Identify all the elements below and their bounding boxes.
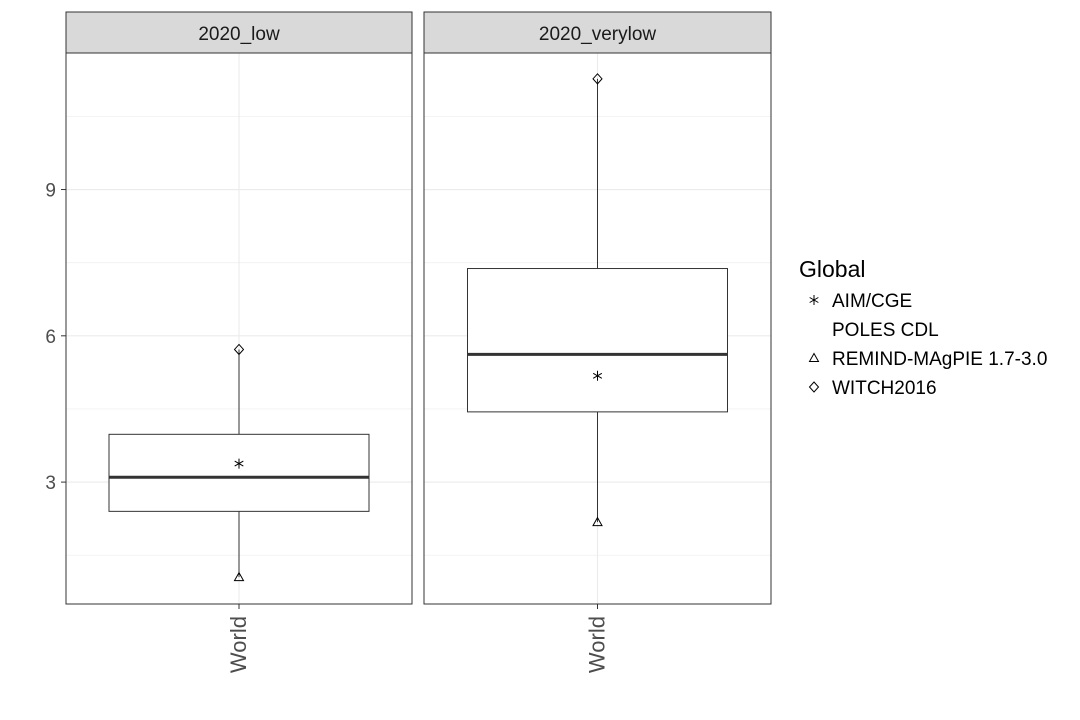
panel-strip-label: 2020_verylow <box>539 24 657 45</box>
y-tick-label: 3 <box>45 473 56 494</box>
x-tick-label: World <box>585 616 610 673</box>
data-point <box>233 343 245 356</box>
x-tick-label: World <box>226 616 251 673</box>
legend-entries: AIM/CGE POLES CDL REMIND-MAgPIE 1.7-3.0 WIT… <box>808 291 1047 399</box>
panel-2020_low: 2020_low World <box>65 11 413 673</box>
legend-entry: REMIND-MAgPIE 1.7-3.0 <box>808 349 1047 370</box>
legend-entry: POLES CDL <box>832 320 939 341</box>
y-tick-label: 6 <box>45 327 56 348</box>
y-tick-label: 9 <box>45 181 56 202</box>
legend-label: AIM/CGE <box>832 291 912 312</box>
y-axis: 3 6 9 <box>45 181 66 494</box>
diamond-legend-key <box>808 381 820 393</box>
legend-entry: WITCH2016 <box>808 378 937 399</box>
panel-strip <box>65 11 413 54</box>
panel-2020_verylow: 2020_verylow World <box>423 11 772 673</box>
legend-label: POLES CDL <box>832 320 939 341</box>
legend-entry: AIM/CGE <box>809 291 912 312</box>
data-point <box>592 73 603 85</box>
box <box>467 268 728 413</box>
data-point <box>592 516 603 527</box>
panel-strip <box>423 11 772 54</box>
panels: 2020_low World 2020_verylow World <box>65 11 772 673</box>
panel-strip-label: 2020_low <box>198 24 280 45</box>
legend-label: REMIND-MAgPIE 1.7-3.0 <box>832 349 1047 370</box>
data-point <box>592 370 603 381</box>
triangle-legend-key <box>808 352 820 362</box>
asterisk-legend-key <box>809 295 819 305</box>
box <box>108 433 370 512</box>
legend: Global AIM/CGE POLES CDL REMIND-MAgPIE 1.7… <box>799 256 1047 399</box>
data-point <box>234 458 244 469</box>
legend-title: Global <box>799 256 865 282</box>
legend-label: WITCH2016 <box>832 378 937 399</box>
data-point <box>233 571 245 582</box>
